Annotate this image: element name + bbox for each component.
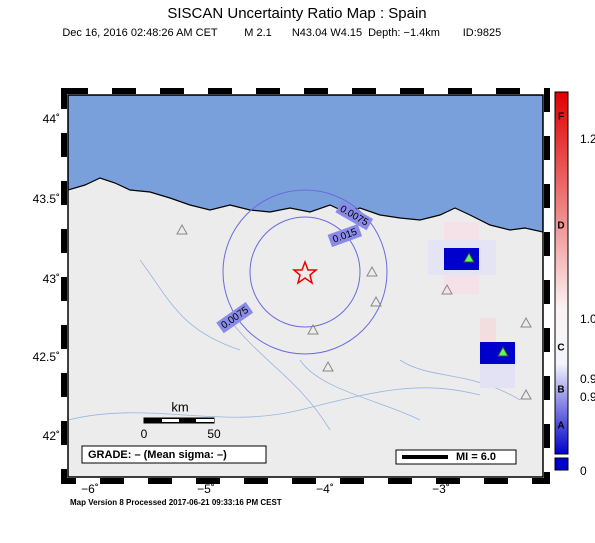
colorbar-label: C [557, 343, 564, 354]
mi-bar [402, 455, 448, 459]
colorbar-label: 0.9 [580, 390, 595, 404]
grade: GRADE: – (Mean sigma: –) [88, 449, 227, 461]
uncertainty-cells [428, 222, 515, 388]
scale-end: 50 [207, 427, 221, 441]
colorbar-label: 0 [580, 464, 587, 478]
colorbar-label: F [558, 112, 564, 123]
mi-box [395, 449, 517, 465]
lat-label: 43˚ [43, 272, 60, 286]
lon-label: −4˚ [316, 482, 334, 496]
lon-label: −3˚ [432, 482, 450, 496]
frame-ticks [61, 88, 550, 484]
title: SISCAN Uncertainty Ratio Map : Spain [167, 5, 426, 22]
station [463, 251, 475, 263]
lon-label: −6˚ [81, 482, 99, 496]
colorbar-label: 1.2 [580, 132, 595, 146]
colorbar [554, 91, 569, 455]
scale-unit: km [171, 399, 188, 414]
subtitle-part: Depth: −1.4km [368, 27, 440, 39]
scale-bar [162, 419, 179, 422]
grade-box [81, 445, 267, 464]
colorbar-zero [554, 457, 569, 471]
contour [249, 216, 361, 328]
subtitle-part: N43.04 W4.15 [292, 27, 362, 39]
colorbar-label: D [557, 221, 564, 232]
colorbar-label: 0.9 [580, 372, 595, 386]
stations [176, 223, 532, 400]
scale-bar [196, 419, 214, 422]
subtitle-part: Dec 16, 2016 02:48:26 AM CET [62, 27, 218, 39]
epicenter [291, 259, 319, 285]
lat-label: 42.5˚ [33, 350, 60, 364]
subtitle-part: M 2.1 [244, 27, 272, 39]
ocean [68, 95, 543, 233]
colorbar-label: 1.0 [580, 312, 595, 326]
colorbar-label: B [557, 385, 564, 396]
rivers [68, 259, 521, 431]
scale-start: 0 [141, 427, 148, 441]
lat-label: 44˚ [43, 112, 60, 126]
lat-label: 42˚ [43, 429, 60, 443]
lon-label: −5˚ [197, 482, 215, 496]
mi: MI = 6.0 [456, 451, 496, 463]
lat-label: 43.5˚ [33, 192, 60, 206]
map-frame [67, 94, 544, 478]
station [497, 345, 509, 357]
map [68, 95, 543, 477]
subtitle-part: ID:9825 [463, 27, 502, 39]
footer: Map Version 8 Processed 2017-06-21 09:33… [70, 498, 282, 507]
contour [222, 189, 388, 355]
colorbar-label: A [557, 421, 564, 432]
